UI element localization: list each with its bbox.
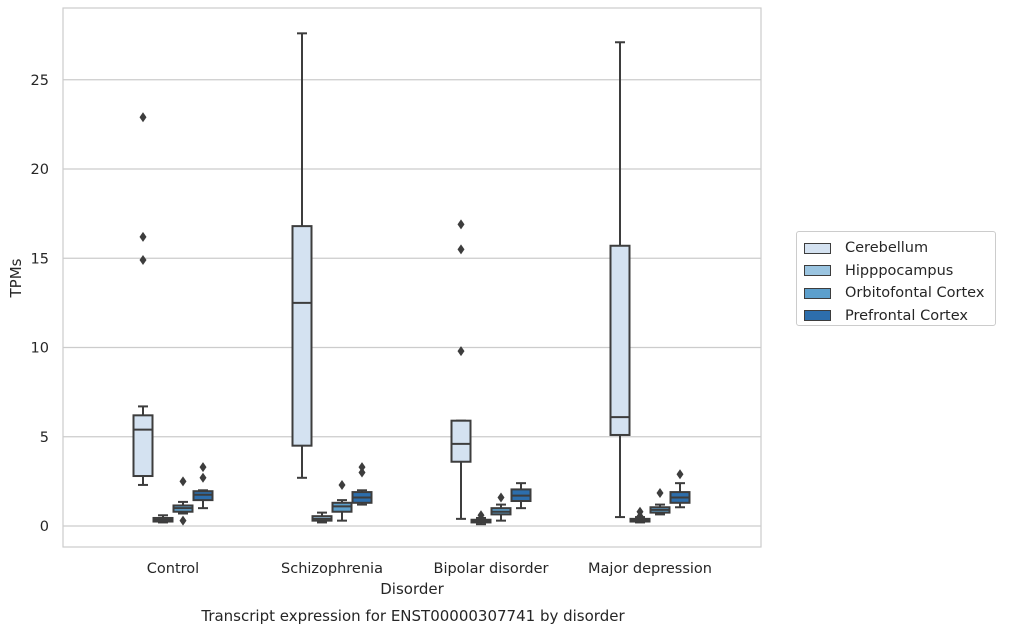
legend: Cerebellum Hipppocampus Orbitofontal Corte…	[796, 231, 996, 326]
box-1-1	[311, 511, 333, 524]
outlier-point	[139, 255, 147, 266]
boxes	[132, 32, 691, 526]
legend-swatch	[804, 310, 831, 322]
legend-label: Cerebellum	[845, 240, 929, 257]
outlier-point	[358, 467, 366, 478]
y-tick-label: 10	[31, 341, 49, 357]
legend-item: Hipppocampus	[804, 260, 995, 283]
x-tick-label: Control	[147, 561, 199, 577]
x-tick-label: Bipolar disorder	[434, 561, 549, 577]
legend-label: Orbitofontal Cortex	[845, 285, 985, 302]
outlier-point	[199, 472, 207, 483]
legend-item: Cerebellum	[804, 237, 995, 260]
outlier-point	[179, 515, 187, 526]
box-1-3	[629, 506, 651, 524]
y-axis-label: TPMs	[7, 258, 25, 298]
box-2-0	[172, 476, 194, 526]
y-tick-label: 15	[31, 251, 49, 267]
legend-swatch	[804, 287, 831, 299]
outlier-point	[477, 510, 485, 521]
box-body	[450, 419, 472, 463]
outlier-point	[636, 506, 644, 517]
box-3-0	[192, 462, 214, 510]
box-0-3	[609, 41, 631, 519]
box-0-0	[132, 112, 154, 486]
tick-labels: 0 5 10 15 20 25 Control Schizophrenia Bipolar di…	[31, 73, 712, 577]
box-1-0	[152, 514, 174, 524]
outlier-point	[457, 244, 465, 255]
outlier-point	[139, 112, 147, 123]
y-tick-label: 0	[40, 519, 49, 535]
y-tick-label: 5	[40, 430, 49, 446]
legend-swatch	[804, 265, 831, 277]
outlier-point	[457, 346, 465, 357]
box-2-1	[331, 479, 353, 522]
box-0-1	[291, 32, 313, 479]
box-2-2	[490, 492, 512, 522]
box-3-1	[351, 462, 373, 506]
outlier-point	[179, 476, 187, 487]
box-3-2	[510, 482, 532, 510]
outlier-point	[358, 462, 366, 473]
legend-swatch	[804, 242, 831, 254]
y-tick-label: 25	[31, 73, 49, 89]
box-body	[291, 225, 313, 447]
box-0-2	[450, 219, 472, 520]
x-tick-label: Schizophrenia	[281, 561, 383, 577]
box-2-3	[649, 487, 671, 516]
legend-label: Prefrontal Cortex	[845, 307, 968, 324]
legend-item: Prefrontal Cortex	[804, 305, 995, 328]
x-axis-label: Disorder	[380, 580, 444, 598]
plot-area-frame	[62, 7, 762, 548]
gridlines	[63, 79, 761, 527]
outlier-point	[139, 231, 147, 242]
box-body	[609, 244, 631, 436]
legend-item: Orbitofontal Cortex	[804, 282, 995, 305]
outlier-point	[497, 492, 505, 503]
outlier-point	[656, 487, 664, 498]
x-tick-label: Major depression	[588, 561, 712, 577]
figure-caption: Transcript expression for ENST0000030774…	[201, 607, 625, 625]
outlier-point	[457, 219, 465, 230]
box-body	[132, 414, 154, 478]
outlier-point	[676, 469, 684, 480]
outlier-point	[338, 479, 346, 490]
box-3-3	[669, 469, 691, 509]
outlier-point	[199, 462, 207, 473]
y-tick-label: 20	[31, 162, 49, 178]
box-1-2	[470, 510, 492, 526]
legend-label: Hipppocampus	[845, 262, 954, 279]
